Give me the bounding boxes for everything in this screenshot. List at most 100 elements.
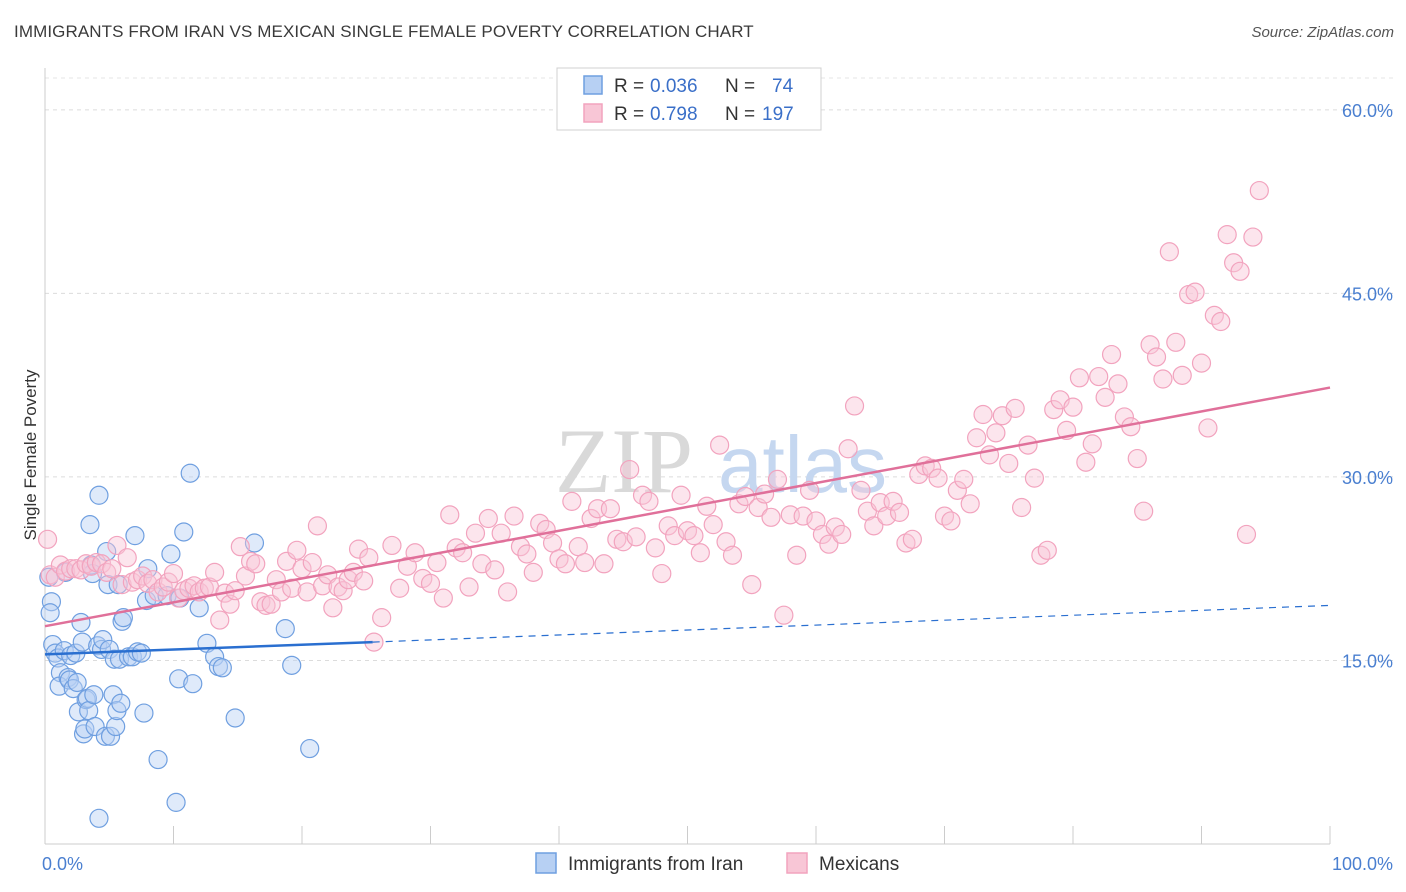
- mexicans-point: [896, 533, 916, 553]
- mexicans-point: [230, 537, 250, 557]
- watermark-atlas: atlas: [718, 420, 887, 509]
- x-tick-labels: 0.0% 100.0%: [42, 854, 1393, 874]
- mexicans-point: [287, 540, 307, 560]
- iran-point: [282, 655, 302, 675]
- mexicans-point: [210, 610, 230, 630]
- mexicans-point: [883, 491, 903, 511]
- mexicans-point: [1243, 227, 1263, 247]
- iran-point: [134, 703, 154, 723]
- mexicans-point: [703, 515, 723, 535]
- iran-point: [131, 643, 151, 663]
- axes: [44, 68, 1331, 845]
- iran-point: [161, 544, 181, 564]
- mexicans-point: [542, 533, 563, 553]
- mexicans-point: [127, 570, 148, 590]
- mexicans-point: [594, 554, 614, 574]
- mexicans-point: [241, 551, 261, 571]
- mexicans-trend-line: [44, 386, 1331, 628]
- chart-source: Source: ZipAtlas.com: [1251, 24, 1394, 41]
- mexicans-point: [163, 563, 184, 584]
- mexicans-point: [1082, 434, 1102, 454]
- iran-point: [40, 603, 60, 623]
- mexicans-point: [1108, 374, 1128, 394]
- mexicans-point: [1140, 335, 1160, 355]
- mexicans-point: [645, 538, 665, 558]
- legend-iran-r-value: 0.036: [650, 76, 698, 97]
- mexicans-point: [485, 560, 505, 580]
- mexicans-point: [40, 565, 60, 585]
- mexicans-point: [1146, 347, 1167, 367]
- iran-point: [166, 792, 186, 812]
- iran-point: [84, 685, 104, 705]
- mexicans-point: [235, 566, 256, 586]
- iran-point: [99, 639, 119, 660]
- mexicans-point: [710, 435, 730, 455]
- mexicans-point: [697, 496, 717, 516]
- series-mexicans: [37, 180, 1269, 652]
- bottom-legend-swatch-iran: [535, 852, 557, 874]
- mexicans-point: [960, 494, 980, 514]
- iran-point: [183, 674, 203, 694]
- mexicans-point: [941, 511, 961, 531]
- mexicans-point: [498, 582, 518, 602]
- bottom-legend-swatch-mexicans: [786, 852, 808, 874]
- mexicans-point: [793, 506, 813, 526]
- mexicans-point: [45, 567, 65, 587]
- mexicans-point: [1005, 398, 1025, 418]
- iran-point: [225, 708, 245, 728]
- mexicans-point: [1044, 400, 1064, 420]
- iran-point: [212, 658, 232, 678]
- mexicans-point: [61, 559, 81, 579]
- mexicans-point: [1127, 448, 1147, 469]
- y-axis-title: Single Female Poverty: [21, 369, 40, 541]
- mexicans-point: [922, 458, 942, 478]
- iran-point: [72, 632, 92, 652]
- mexicans-point: [1134, 501, 1154, 521]
- iran-point: [85, 716, 105, 737]
- iran-point: [98, 574, 118, 595]
- mexicans-point: [864, 516, 884, 536]
- iran-point: [275, 619, 295, 639]
- mexicans-point: [562, 491, 582, 511]
- iran-point: [189, 598, 209, 618]
- mexicans-point: [1236, 524, 1257, 545]
- series-legend: Immigrants from Iran Mexicans: [535, 852, 899, 875]
- mexicans-point: [819, 534, 839, 554]
- mexicans-point: [122, 572, 142, 592]
- mexicans-point: [1076, 452, 1096, 472]
- mexicans-point: [37, 529, 58, 549]
- mexicans-point: [372, 608, 392, 628]
- mexicans-point: [620, 459, 640, 480]
- mexicans-point: [1037, 540, 1057, 560]
- iran-point: [61, 645, 81, 666]
- iran-trend-extension: [372, 604, 1331, 643]
- mexicans-point: [889, 502, 910, 522]
- mexicans-point: [478, 508, 498, 529]
- iran-point: [88, 636, 108, 656]
- x-tick-label: 0.0%: [42, 854, 83, 874]
- mexicans-point: [117, 548, 137, 568]
- mexicans-point: [1095, 387, 1115, 407]
- mexicans-point: [665, 526, 685, 546]
- mexicans-point: [50, 555, 71, 575]
- iran-point: [80, 515, 100, 535]
- iran-point: [79, 701, 99, 721]
- mexicans-point: [902, 529, 922, 549]
- y-tick-label: 15.0%: [1342, 651, 1393, 671]
- mexicans-point: [382, 535, 402, 556]
- mexicans-point: [652, 563, 672, 584]
- chart-title: IMMIGRANTS FROM IRAN VS MEXICAN SINGLE F…: [14, 22, 754, 41]
- mexicans-point: [1153, 369, 1173, 389]
- iran-point: [93, 630, 113, 650]
- mexicans-point: [761, 507, 781, 527]
- mexicans-point: [838, 439, 858, 459]
- mexicans-point: [1024, 468, 1045, 488]
- iran-point: [89, 808, 109, 828]
- mexicans-point: [954, 469, 974, 489]
- mexicans-point: [1211, 311, 1231, 332]
- mexicans-point: [787, 545, 807, 565]
- iran-point: [169, 669, 189, 689]
- mexicans-point: [986, 423, 1006, 443]
- mexicans-point: [76, 554, 96, 574]
